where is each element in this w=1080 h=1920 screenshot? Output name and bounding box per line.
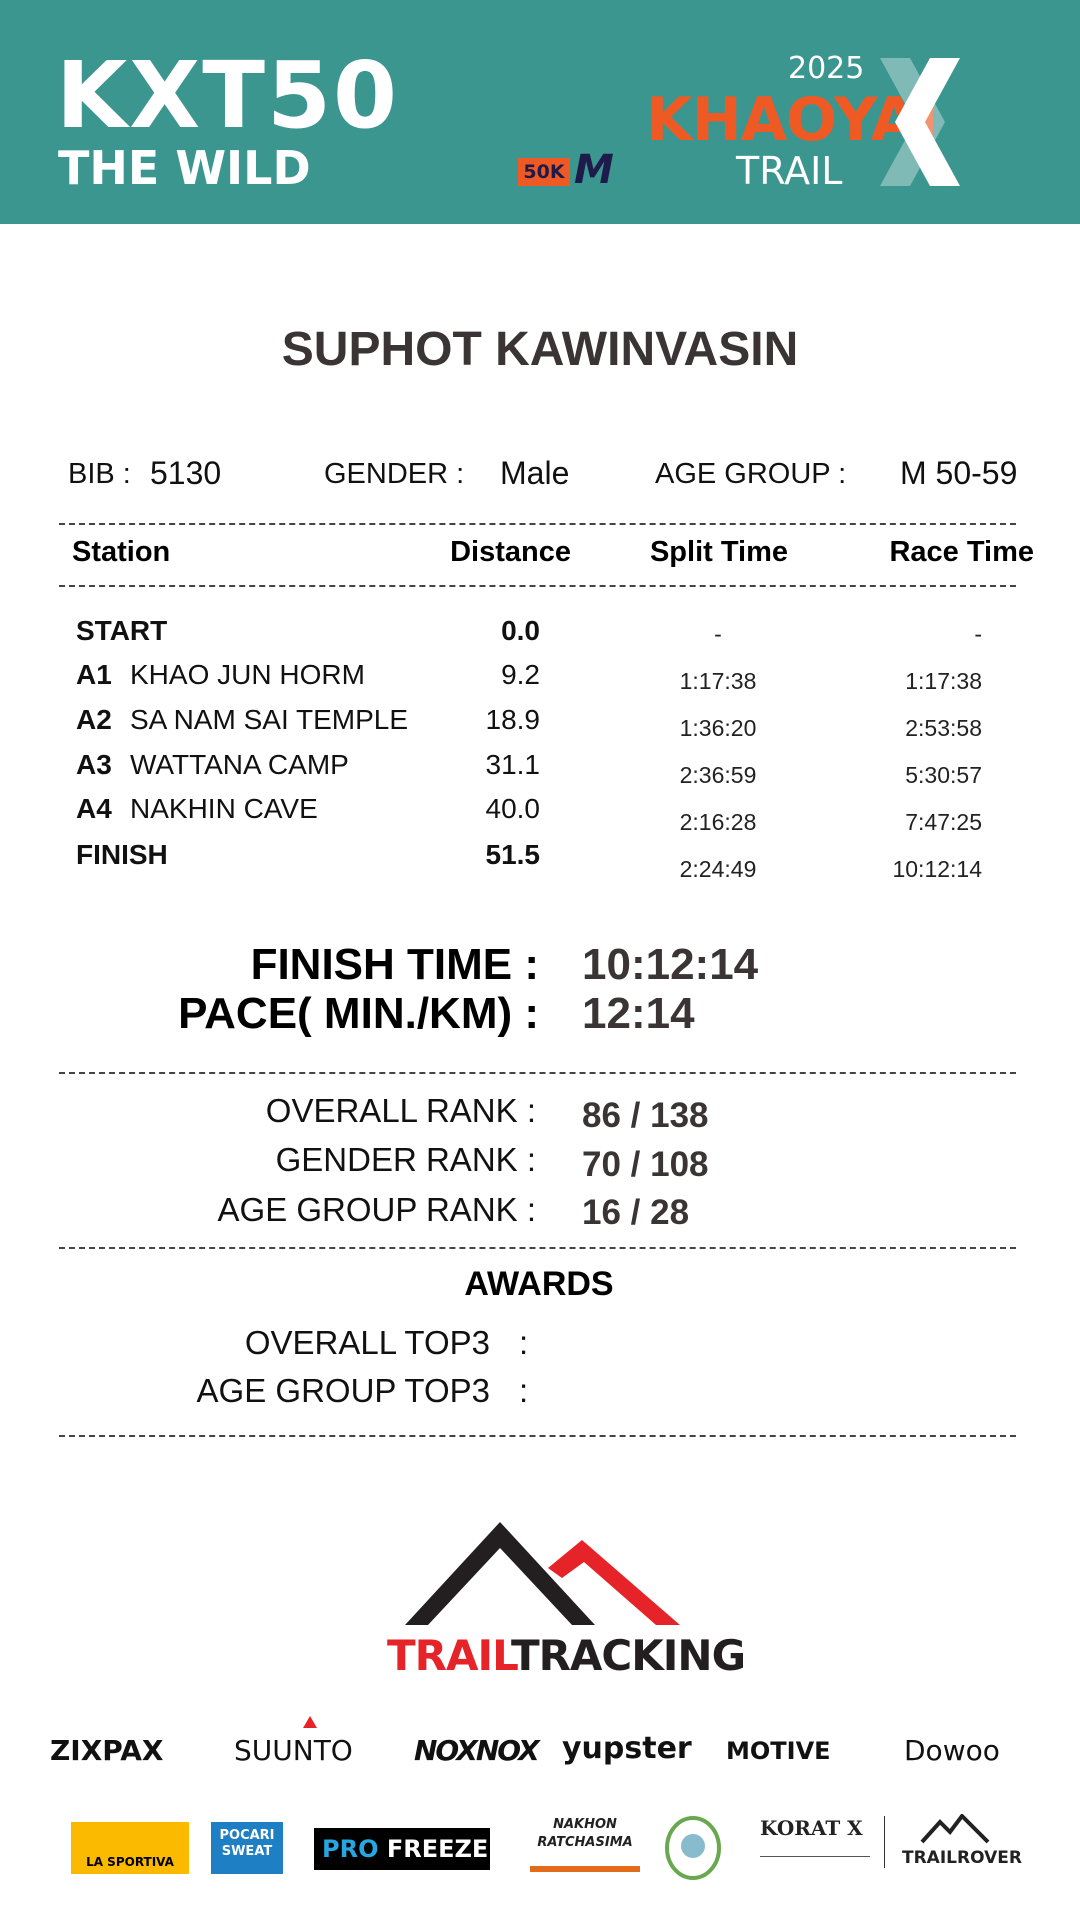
x-logo-icon: [880, 58, 960, 186]
race-time: 7:47:25: [905, 809, 982, 835]
trailrover-mountain-icon: [920, 1814, 990, 1844]
overall-rank-label: OVERALL RANK :: [265, 1092, 536, 1129]
logo-tracking: TRACKING: [510, 1631, 746, 1680]
pace-label: PACE( MIN./KM) :: [178, 989, 539, 1038]
sponsor-trailrover: TRAILROVER: [902, 1848, 1022, 1868]
station-code: FINISH: [76, 839, 168, 870]
station-name: KHAO JUN HORM: [130, 659, 365, 690]
province-seal-icon: [665, 1816, 721, 1880]
bib-label: BIB :: [68, 458, 131, 490]
sponsor-yupster: yupster: [562, 1731, 692, 1766]
col-distance: Distance: [450, 536, 571, 568]
station-distance: 9.2: [501, 659, 540, 690]
col-station: Station: [72, 536, 171, 568]
finish-time-label: FINISH TIME :: [250, 940, 539, 989]
overall-rank-value: 86 / 138: [582, 1096, 709, 1135]
finish-time-value: 10:12:14: [582, 940, 759, 989]
sponsor-la-sportiva: LA SPORTIVA: [71, 1822, 189, 1874]
colon: :: [519, 1372, 529, 1409]
gender-rank-value: 70 / 108: [582, 1145, 709, 1184]
trailtracking-mountain-icon: [405, 1522, 680, 1625]
sponsor-nakhon: NAKHON RATCHASIMA: [530, 1816, 640, 1872]
sponsor-suunto: SUUNTO: [234, 1734, 353, 1767]
overall-top3-label: OVERALL TOP3: [244, 1324, 490, 1361]
suunto-triangle-icon: [303, 1716, 317, 1728]
profreeze-b: FREEZE: [386, 1835, 489, 1863]
split-time: 2:36:59: [679, 762, 757, 788]
bib-value: 5130: [150, 455, 222, 491]
station-name: NAKHIN CAVE: [130, 793, 318, 824]
station-name: SA NAM SAI TEMPLE: [130, 704, 409, 735]
race-name: KHAOYAI: [646, 85, 938, 155]
age-group-label: AGE GROUP :: [655, 458, 847, 490]
colon: :: [519, 1324, 529, 1361]
logo-trail: TRAIL: [387, 1631, 512, 1680]
station-code: A3: [76, 749, 112, 780]
gender-value: Male: [500, 455, 570, 491]
age-group-rank-value: 16 / 28: [582, 1193, 690, 1232]
pace-value: 12:14: [582, 989, 695, 1038]
event-subtitle: THE WILD: [58, 141, 311, 195]
divider: [59, 1435, 1016, 1437]
event-header: KXT50 THE WILD 50K M 2025 KHAOYAI TRAIL: [0, 0, 1080, 224]
sponsor-noxnox: NOXNOX: [414, 1734, 540, 1767]
gender-badge: M: [574, 147, 614, 193]
col-race: Race Time: [889, 536, 1034, 568]
sponsor-profreeze: PRO FREEZE: [314, 1828, 490, 1870]
station-distance: 51.5: [485, 839, 541, 870]
divider: [59, 523, 1016, 525]
station-code: A4: [76, 793, 112, 824]
divider: [59, 585, 1016, 587]
race-suffix: TRAIL: [736, 149, 843, 193]
divider: [59, 1072, 1016, 1074]
age-group-value: M 50-59: [900, 455, 1018, 491]
station-distance: 31.1: [485, 749, 541, 780]
station-code: A1: [76, 659, 112, 690]
sponsor-zixpax: ZIXPAX: [50, 1734, 164, 1767]
race-time: 10:12:14: [892, 856, 982, 882]
station-name: WATTANA CAMP: [130, 749, 349, 780]
sponsor-pocari: POCARI SWEAT: [211, 1822, 283, 1874]
divider: [884, 1816, 885, 1868]
sponsor-dowoo: Dowoo: [904, 1734, 1000, 1767]
station-code: A2: [76, 704, 112, 735]
profreeze-a: PRO: [322, 1835, 379, 1863]
race-time: 2:53:58: [905, 715, 982, 741]
col-split: Split Time: [649, 536, 789, 568]
station-distance: 0.0: [501, 615, 540, 646]
split-time: 1:36:20: [679, 715, 757, 741]
sponsor-motive: MOTIVE: [726, 1737, 831, 1765]
station-distance: 18.9: [485, 704, 541, 735]
event-year: 2025: [788, 51, 865, 86]
split-time: 2:24:49: [679, 856, 757, 882]
distance-badge: 50K: [518, 158, 570, 186]
divider: [59, 1247, 1016, 1249]
age-group-rank-label: AGE GROUP RANK :: [217, 1191, 536, 1228]
station-distance: 40.0: [485, 793, 541, 824]
gender-rank-label: GENDER RANK :: [275, 1141, 536, 1178]
runner-name: SUPHOT KAWINVASIN: [281, 323, 799, 376]
event-logo: KXT50: [56, 42, 400, 149]
gender-label: GENDER :: [324, 458, 465, 490]
race-time: -: [974, 621, 982, 647]
station-code: START: [76, 615, 168, 646]
race-time: 1:17:38: [905, 668, 982, 694]
race-time: 5:30:57: [905, 762, 982, 788]
trailtracking-logo: TRAILTRACKING: [387, 1631, 746, 1680]
split-time: 1:17:38: [679, 668, 757, 694]
awards-title: AWARDS: [464, 1265, 614, 1303]
sponsor-korat-x: KORAT X: [760, 1816, 870, 1857]
age-group-top3-label: AGE GROUP TOP3: [196, 1372, 490, 1409]
split-time: -: [714, 621, 722, 647]
split-time: 2:16:28: [679, 809, 757, 835]
